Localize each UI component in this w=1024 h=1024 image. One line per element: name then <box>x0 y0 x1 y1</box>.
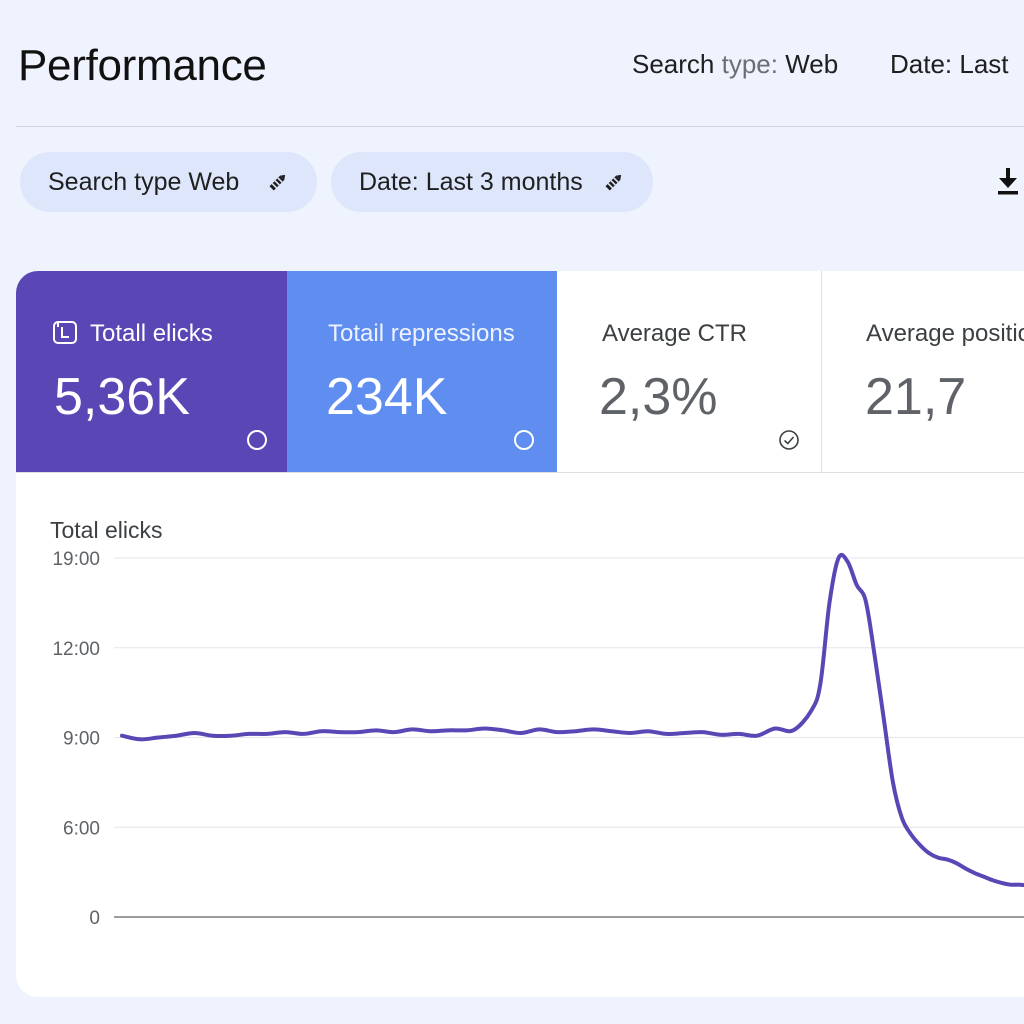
y-tick-label: 9:00 <box>63 729 100 750</box>
metric-value: 234K <box>326 368 448 426</box>
metric-tile-average-ctr[interactable]: Average CTR 2,3% <box>557 271 822 472</box>
page-title: Performance <box>18 41 267 90</box>
y-tick-label: 12:00 <box>52 639 100 660</box>
y-tick-label: 0 <box>89 908 100 929</box>
metric-label: Average positio <box>866 320 1024 347</box>
header-search-value: Web <box>785 49 839 79</box>
metric-label: Totall elicks <box>90 320 213 347</box>
header-divider <box>16 126 1024 127</box>
header-date-range[interactable]: Date: Last <box>890 46 1009 82</box>
circle-icon[interactable] <box>246 429 268 451</box>
date-chip-label: Date: Last 3 months <box>359 167 583 196</box>
metric-tiles: Totall elicks 5,36K Totail repressions 2… <box>16 271 1024 473</box>
calendar-square-icon <box>52 319 78 353</box>
header-date-label: Date: Last <box>890 49 1009 79</box>
y-tick-label: 6:00 <box>63 818 100 839</box>
date-filter-chip[interactable]: Date: Last 3 months <box>331 152 653 212</box>
line-chart: 19:00 12:00 9:00 6:00 0 <box>52 549 1024 929</box>
metric-tile-average-position[interactable]: Average positio 21,7 <box>822 271 1024 472</box>
search-type-chip-label: Search type Web <box>48 167 240 196</box>
metric-tile-total-impressions[interactable]: Totail repressions 234K <box>287 271 557 472</box>
check-circle-icon[interactable] <box>778 429 800 451</box>
header-search-type[interactable]: Search type: Web <box>632 46 838 82</box>
performance-panel: Totall elicks 5,36K Totail repressions 2… <box>16 271 1024 997</box>
metric-label: Totail repressions <box>328 320 515 347</box>
metric-value: 5,36K <box>54 368 190 426</box>
circle-icon[interactable] <box>513 429 535 451</box>
series-line-total-clicks <box>120 552 1024 888</box>
header-search-key: type: <box>721 49 778 79</box>
y-tick-label: 19:00 <box>52 549 100 570</box>
clicks-chart: Total elicks 19:00 12:00 9:00 6:00 0 <box>16 473 1024 997</box>
pencil-icon <box>603 171 625 193</box>
search-type-filter-chip[interactable]: Search type Web <box>20 152 317 212</box>
chart-title: Total elicks <box>50 517 163 543</box>
metric-tile-total-clicks[interactable]: Totall elicks 5,36K <box>16 271 287 472</box>
metric-label: Average CTR <box>602 320 747 347</box>
header-search-prefix: Search <box>632 49 715 79</box>
metric-value: 2,3% <box>599 368 718 426</box>
download-icon[interactable] <box>996 166 1020 196</box>
pencil-icon <box>267 171 289 193</box>
metric-value: 21,7 <box>865 368 967 426</box>
